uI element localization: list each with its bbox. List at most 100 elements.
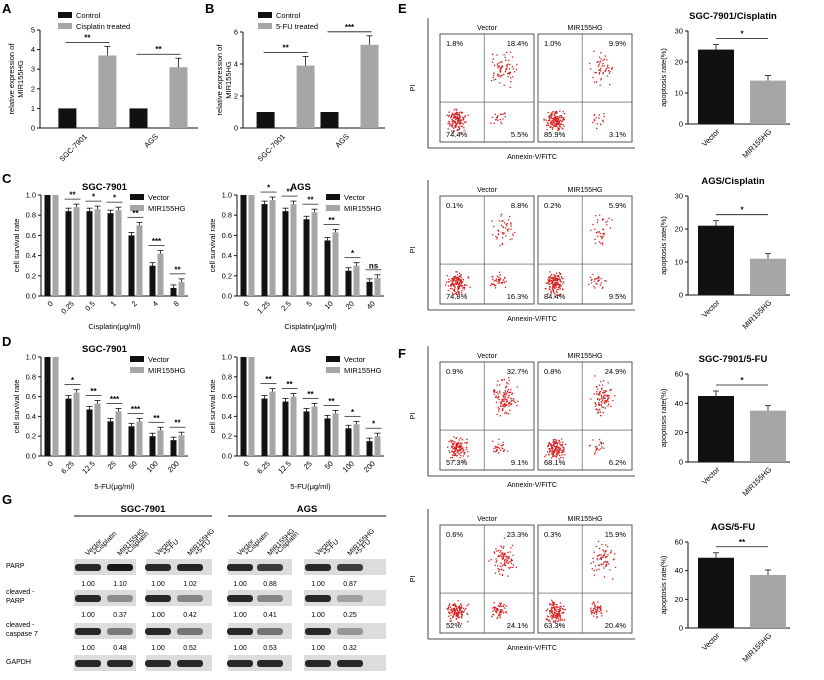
cell-dot <box>511 56 514 58</box>
cell-dot <box>499 71 501 73</box>
cell-dot <box>560 285 562 287</box>
cell-dot <box>551 283 553 285</box>
cell-dot <box>452 445 454 447</box>
cell-dot <box>451 292 453 294</box>
cell-dot <box>597 277 599 279</box>
cell-dot <box>562 457 564 459</box>
cell-dot <box>450 608 452 611</box>
cell-dot <box>590 609 592 611</box>
cell-dot <box>493 608 496 610</box>
protein-band <box>177 628 203 635</box>
cell-dot <box>459 116 461 118</box>
cell-dot <box>555 118 557 120</box>
cell-dot <box>556 275 558 277</box>
cell-dot <box>594 403 597 405</box>
cell-dot <box>460 445 462 447</box>
cell-dot <box>504 607 506 609</box>
cell-dot <box>451 124 454 126</box>
apoptosis-y-tick-label: 0 <box>679 120 683 129</box>
cell-dot <box>558 288 560 290</box>
cell-dot <box>596 231 598 233</box>
cell-dot <box>545 454 547 456</box>
cell-dot <box>552 603 554 605</box>
cell-dot <box>598 547 601 550</box>
cell-dot <box>463 118 465 120</box>
cell-dot <box>561 277 563 279</box>
cell-dot <box>507 558 509 560</box>
cell-dot <box>492 440 494 442</box>
cell-dot <box>460 119 462 121</box>
cell-dot <box>596 391 598 393</box>
cell-dot <box>503 396 505 398</box>
concentration-label: 8 <box>172 299 181 308</box>
cell-dot <box>463 610 465 613</box>
category-label: AGS <box>142 132 160 150</box>
mir155hg-bar <box>178 435 185 456</box>
flow-plot-frame <box>439 195 535 305</box>
cell-dot <box>453 451 455 453</box>
cell-dot <box>598 73 600 75</box>
cell-dot <box>552 285 554 287</box>
cell-dot <box>610 405 612 407</box>
cell-dot <box>563 448 565 451</box>
cell-dot <box>448 115 450 117</box>
cell-dot <box>597 608 599 610</box>
cell-dot <box>456 117 458 119</box>
band-intensity: 0.41 <box>263 612 277 619</box>
cell-dot <box>505 605 507 607</box>
cell-dot <box>452 131 454 133</box>
cell-dot <box>543 118 545 120</box>
cell-dot <box>461 439 464 441</box>
cell-dot <box>505 559 507 561</box>
panel-label: B <box>205 1 214 16</box>
cell-dot <box>451 612 453 614</box>
cell-dot <box>498 279 500 281</box>
cell-dot <box>459 115 461 117</box>
cell-dot <box>497 62 499 65</box>
cell-dot <box>598 279 600 281</box>
cell-dot <box>590 610 592 613</box>
cell-dot <box>452 610 454 612</box>
cell-dot <box>550 126 552 128</box>
cell-dot <box>550 116 552 118</box>
mir155hg-bar <box>290 204 297 296</box>
cell-dot <box>599 60 601 62</box>
cell-dot <box>557 123 559 126</box>
cell-dot <box>462 116 464 119</box>
cell-dot <box>447 122 449 125</box>
cell-dot <box>559 443 561 445</box>
cell-dot <box>555 282 557 284</box>
cell-dot <box>505 611 507 613</box>
cell-dot <box>560 117 562 119</box>
concentration-label: 0.5 <box>83 299 97 313</box>
expr-legend-swatch <box>258 23 272 29</box>
band-intensity: 0.32 <box>343 645 357 652</box>
cell-dot <box>550 614 552 617</box>
cell-dot <box>559 115 561 117</box>
cell-dot <box>455 126 457 128</box>
cell-dot <box>454 612 456 614</box>
cell-dot <box>604 70 606 72</box>
cell-dot <box>600 557 603 559</box>
cell-dot <box>453 127 455 129</box>
cell-dot <box>494 64 496 66</box>
cell-dot <box>454 286 456 288</box>
cell-dot <box>457 280 459 282</box>
cell-dot <box>509 409 511 412</box>
band-intensity: 1.00 <box>311 645 325 652</box>
cell-dot <box>458 122 460 124</box>
quadrant-percent: 3.1% <box>609 130 626 139</box>
mir155hg-bar <box>311 406 318 456</box>
cell-dot <box>549 448 551 450</box>
cell-dot <box>593 569 595 572</box>
cell-dot <box>545 119 547 121</box>
treated-bar <box>360 44 379 128</box>
cell-dot <box>601 384 603 386</box>
protein-band <box>227 628 253 635</box>
cell-dot <box>553 442 555 444</box>
cell-dot <box>596 221 598 223</box>
cell-dot <box>609 552 612 554</box>
cell-dot <box>607 545 609 548</box>
survival-legend-swatch <box>326 356 340 362</box>
cell-dot <box>503 84 505 86</box>
